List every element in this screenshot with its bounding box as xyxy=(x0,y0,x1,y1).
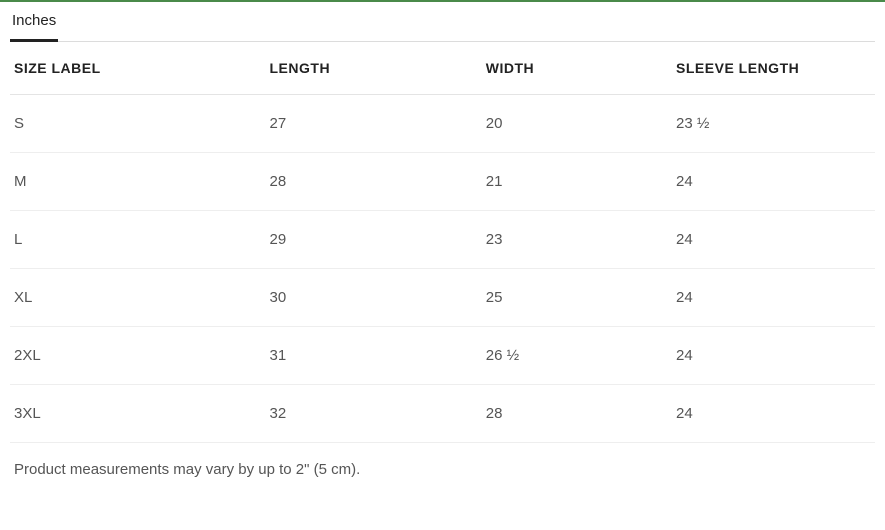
cell-width: 25 xyxy=(486,269,676,327)
cell-length: 30 xyxy=(270,269,486,327)
cell-length: 29 xyxy=(270,211,486,269)
table-header-row: SIZE LABEL LENGTH WIDTH SLEEVE LENGTH xyxy=(10,42,875,95)
cell-sleeve: 24 xyxy=(676,211,875,269)
unit-tabs: Inches xyxy=(10,2,875,42)
cell-size: XL xyxy=(10,269,270,327)
cell-sleeve: 23 ½ xyxy=(676,95,875,153)
table-row: 2XL 31 26 ½ 24 xyxy=(10,327,875,385)
cell-length: 28 xyxy=(270,153,486,211)
cell-width: 21 xyxy=(486,153,676,211)
cell-length: 27 xyxy=(270,95,486,153)
table-row: 3XL 32 28 24 xyxy=(10,385,875,443)
table-row: S 27 20 23 ½ xyxy=(10,95,875,153)
col-sleeve-length: SLEEVE LENGTH xyxy=(676,42,875,95)
cell-size: S xyxy=(10,95,270,153)
col-length: LENGTH xyxy=(270,42,486,95)
table-row: XL 30 25 24 xyxy=(10,269,875,327)
col-size-label: SIZE LABEL xyxy=(10,42,270,95)
cell-size: 3XL xyxy=(10,385,270,443)
cell-size: M xyxy=(10,153,270,211)
cell-length: 32 xyxy=(270,385,486,443)
cell-width: 23 xyxy=(486,211,676,269)
size-chart-container: Inches SIZE LABEL LENGTH WIDTH SLEEVE LE… xyxy=(0,2,885,498)
cell-sleeve: 24 xyxy=(676,327,875,385)
cell-size: L xyxy=(10,211,270,269)
cell-size: 2XL xyxy=(10,327,270,385)
tab-inches[interactable]: Inches xyxy=(10,2,58,42)
table-row: M 28 21 24 xyxy=(10,153,875,211)
cell-width: 20 xyxy=(486,95,676,153)
cell-width: 26 ½ xyxy=(486,327,676,385)
col-width: WIDTH xyxy=(486,42,676,95)
cell-length: 31 xyxy=(270,327,486,385)
cell-width: 28 xyxy=(486,385,676,443)
cell-sleeve: 24 xyxy=(676,385,875,443)
measurement-footnote: Product measurements may vary by up to 2… xyxy=(10,461,875,478)
cell-sleeve: 24 xyxy=(676,153,875,211)
table-row: L 29 23 24 xyxy=(10,211,875,269)
size-table: SIZE LABEL LENGTH WIDTH SLEEVE LENGTH S … xyxy=(10,42,875,443)
cell-sleeve: 24 xyxy=(676,269,875,327)
